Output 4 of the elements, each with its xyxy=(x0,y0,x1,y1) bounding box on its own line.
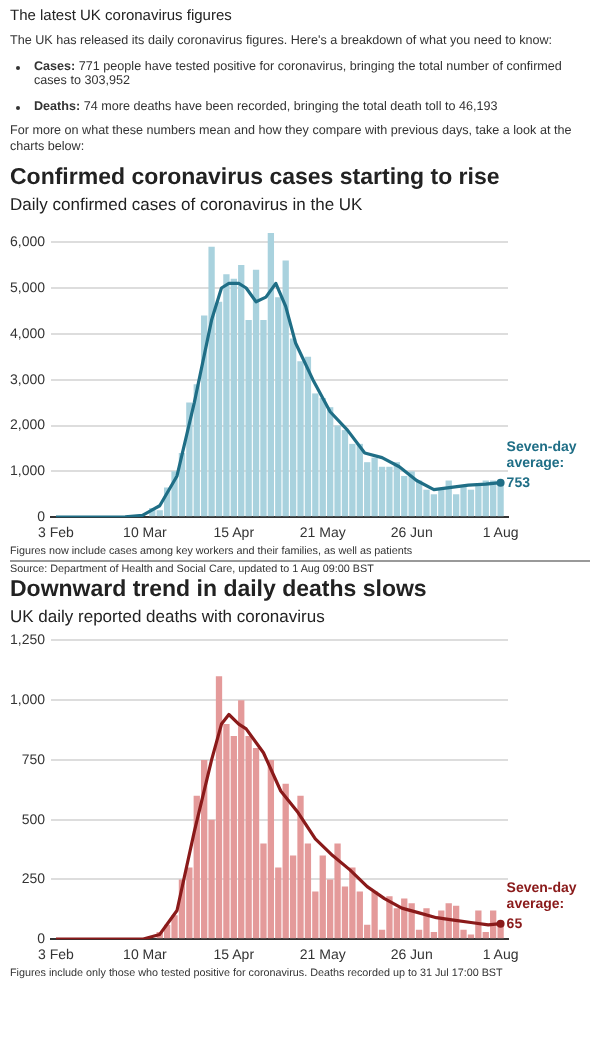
chart-subtitle: Daily confirmed cases of coronavirus in the UK xyxy=(10,193,365,214)
chart-title: Confirmed coronavirus cases starting to rise xyxy=(10,165,502,192)
chart-title: Downward trend in daily deaths slows xyxy=(10,577,429,604)
chart-subtitle: UK daily reported deaths with coronavirus xyxy=(10,605,327,626)
